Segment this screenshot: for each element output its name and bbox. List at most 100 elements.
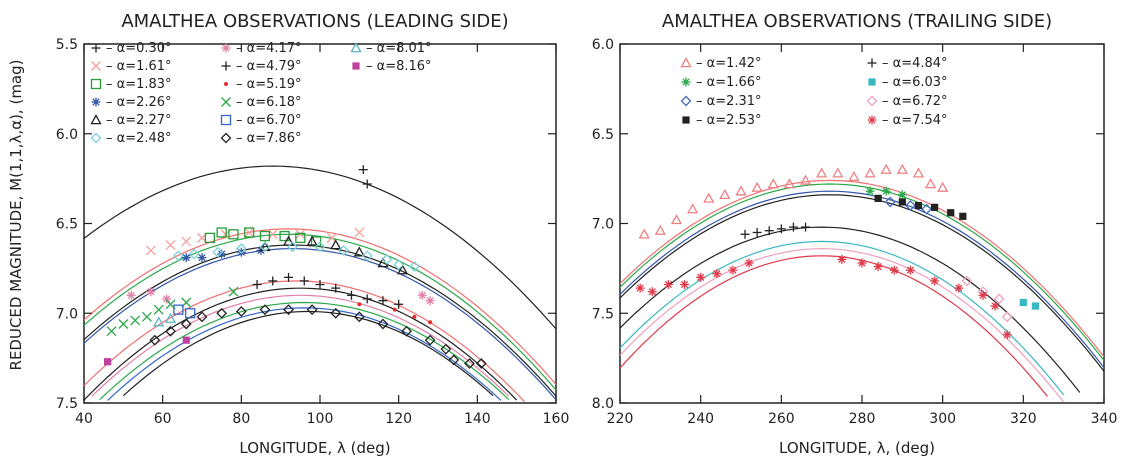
model-curve [619, 226, 1081, 393]
data-point [947, 209, 955, 217]
axis-ticks: 220 240 260 280 300 320 340 6.0 6.5 7.0 7.5 8.0 [592, 37, 1118, 427]
data-point [181, 236, 192, 247]
model-curve [619, 183, 1105, 361]
data-point [412, 314, 417, 319]
data-point [719, 188, 731, 200]
legend-label: – α=6.72° [882, 94, 948, 109]
data-point [283, 304, 294, 316]
model-curves [83, 165, 557, 403]
legend-label: – α=8.16° [366, 59, 432, 74]
data-point [185, 308, 196, 319]
x-tick-label: 60 [154, 411, 172, 427]
x-tick-label: 280 [849, 411, 876, 427]
legend-item: – α=7.54° [867, 113, 948, 128]
data-point [896, 163, 908, 174]
legend-item: – α=6.72° [866, 94, 948, 109]
legend-marker [221, 61, 231, 71]
legend-item: – α=4.84° [867, 56, 948, 71]
data-point [921, 203, 932, 215]
model-curve [99, 301, 510, 401]
data-point [149, 334, 161, 346]
legend-marker [350, 42, 362, 53]
y-tick-label: 7.0 [592, 217, 614, 233]
data-point [235, 243, 247, 255]
data-point [259, 230, 271, 242]
data-point [744, 258, 754, 268]
x-tick-label: 320 [1010, 411, 1037, 427]
data-point [244, 227, 255, 238]
data-point [889, 265, 899, 275]
data-point [954, 283, 964, 293]
data-point [346, 290, 356, 300]
data-point [881, 186, 891, 196]
data-point [680, 280, 690, 290]
legend-label: – α=6.03° [882, 75, 948, 90]
x-tick-label: 340 [1091, 411, 1118, 427]
legend-marker [680, 57, 692, 68]
legend-label: – α=1.66° [696, 75, 762, 90]
model-curve [122, 310, 494, 397]
x-tick-label: 300 [929, 411, 956, 427]
data-point [776, 224, 786, 234]
data-point [268, 276, 278, 286]
data-point [235, 306, 247, 317]
y-tick-label: 6.0 [592, 37, 614, 53]
data-point [394, 299, 404, 309]
data-point [751, 181, 763, 192]
data-point [424, 334, 436, 346]
data-point [381, 253, 393, 265]
model-curve [83, 244, 557, 397]
leading-side-panel: AMALTHEA OBSERVATIONS (LEADING SIDE) LON… [7, 11, 569, 457]
chart-title: AMALTHEA OBSERVATIONS (LEADING SIDE) [121, 11, 508, 32]
data-point [216, 227, 227, 238]
y-tick-label: 7.5 [592, 306, 614, 322]
data-point [880, 163, 892, 174]
data-point [440, 343, 452, 355]
data-point [417, 290, 427, 300]
data-point [354, 227, 365, 238]
data-point [638, 228, 650, 239]
legend-label: – α=2.26° [106, 95, 172, 110]
legend: – α=0.30° – α=1.61° – α=1.83° – α=2.26° – α=… [90, 41, 432, 146]
data-point [647, 287, 657, 297]
legend-marker [682, 116, 690, 124]
model-curve [83, 287, 518, 401]
data-point [197, 253, 207, 263]
data-point [361, 250, 373, 262]
data-point [752, 227, 762, 237]
axis-ticks: 40 60 80 100 120 140 160 5.5 6.0 6.5 7.0 7.5 [56, 37, 570, 427]
data-point [930, 276, 940, 286]
legend-item: – α=6.70° [220, 113, 302, 128]
y-tick-label: 8.0 [592, 396, 614, 412]
data-point [735, 185, 747, 196]
data-point [216, 307, 228, 319]
legend-item: – α=2.27° [90, 113, 172, 128]
data-point [362, 294, 372, 304]
legend-marker [867, 58, 877, 68]
data-point [848, 170, 860, 182]
legend-label: – α=1.42° [696, 56, 762, 71]
data-point [905, 265, 915, 275]
data-point [788, 222, 798, 232]
legend-marker [867, 115, 877, 125]
legend-item: – α=8.01° [350, 41, 432, 56]
legend-item: – α=5.19° [223, 77, 302, 92]
data-point [904, 200, 916, 211]
data-point [173, 304, 184, 315]
data-point [153, 316, 165, 327]
chart-title: AMALTHEA OBSERVATIONS (TRAILING SIDE) [662, 11, 1052, 32]
data-point [165, 325, 176, 337]
data-point [362, 179, 372, 189]
data-point [728, 265, 738, 275]
legend-marker [221, 97, 231, 107]
model-curve [619, 190, 1105, 368]
data-point [912, 167, 925, 178]
data-point [712, 269, 722, 279]
data-points [635, 163, 1040, 340]
legend-marker [681, 77, 691, 87]
data-point [357, 302, 362, 307]
x-tick-label: 260 [768, 411, 795, 427]
data-point [196, 311, 208, 323]
data-point [279, 230, 290, 242]
data-point [146, 287, 156, 297]
